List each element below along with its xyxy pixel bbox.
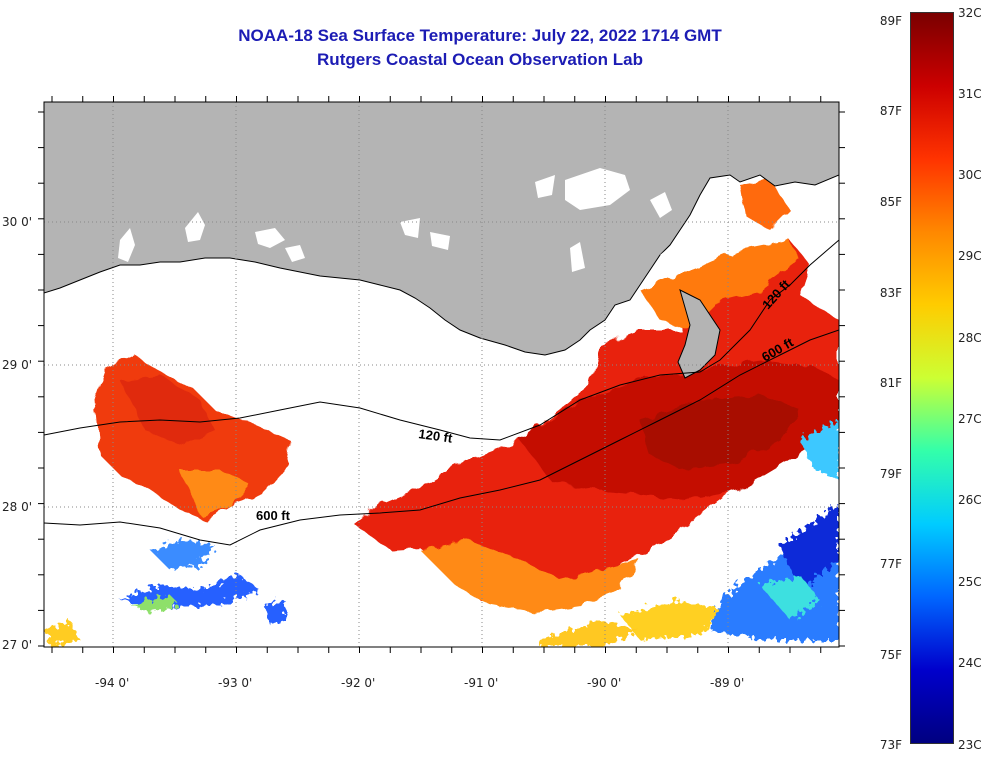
colorbar-c-32: 32C [958, 6, 982, 20]
lat-label-27: 27 0' [2, 638, 33, 652]
colorbar-f-73: 73F [879, 738, 902, 752]
colorbar-f-81: 81F [879, 376, 902, 390]
contour-120ft [44, 239, 839, 441]
lon-label-91: -91 0' [464, 676, 499, 690]
contour-label-120ft-west: 120 ft [418, 426, 454, 446]
colorbar-c-27: 27C [958, 412, 982, 426]
colorbar-c-25: 25C [958, 575, 982, 589]
colorbar-f-77: 77F [879, 557, 902, 571]
lon-label-90: -90 0' [587, 676, 622, 690]
lon-label-93: -93 0' [218, 676, 253, 690]
lat-label-29: 29 0' [2, 358, 33, 372]
mississippi-delta [677, 289, 721, 379]
colorbar-c-30: 30C [958, 168, 982, 182]
sst-warm-area-west [95, 355, 290, 520]
map-border [43, 101, 840, 648]
inland-water [118, 168, 710, 272]
lon-label-92: -92 0' [341, 676, 376, 690]
depth-contours [44, 239, 839, 546]
colorbar-c-26: 26C [958, 493, 982, 507]
axis-ticks [38, 96, 845, 653]
lat-label-28: 28 0' [2, 500, 33, 514]
contour-label-600ft-west: 600 ft [256, 508, 291, 523]
map-subtitle: Rutgers Coastal Ocean Observation Lab [317, 50, 643, 69]
colorbar-c-28: 28C [958, 331, 982, 345]
colorbar-f-75: 75F [879, 648, 902, 662]
colorbar-f-83: 83F [879, 286, 902, 300]
colorbar-f-79: 79F [879, 467, 902, 481]
grid-lines [44, 102, 839, 647]
lon-label-94: -94 0' [95, 676, 130, 690]
contour-600ft [44, 329, 839, 546]
colorbar-c-31: 31C [958, 87, 982, 101]
sst-cool-area-southwest [46, 540, 285, 647]
map-title: NOAA-18 Sea Surface Temperature: July 22… [238, 26, 722, 45]
colorbar-f-85: 85F [879, 195, 902, 209]
colorbar-c-24: 24C [958, 656, 982, 670]
sst-cool-area-southeast [540, 420, 839, 647]
colorbar-c-29: 29C [958, 249, 982, 263]
colorbar-f-89: 89F [879, 14, 902, 28]
colorbar-f-87: 87F [879, 104, 902, 118]
lon-label-89: -89 0' [710, 676, 745, 690]
lat-label-30: 30 0' [2, 215, 33, 229]
colorbar-c-23: 23C [958, 738, 982, 752]
land-mass [44, 102, 839, 356]
temperature-colorbar [910, 12, 954, 744]
